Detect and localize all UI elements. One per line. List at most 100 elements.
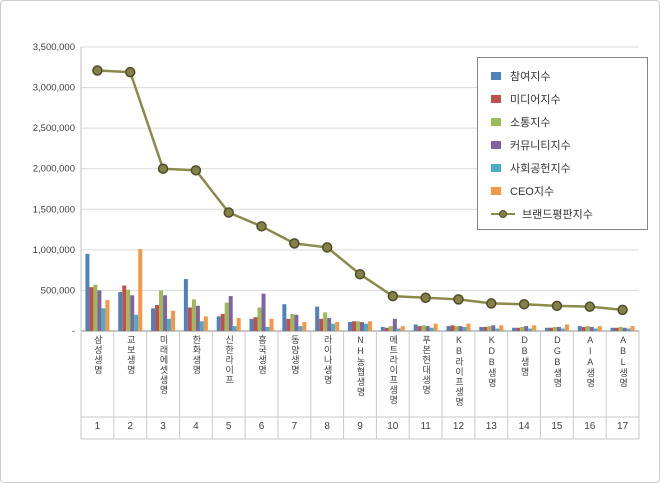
bar [257,307,262,331]
social-contribution-index-swatch [491,163,501,172]
bar [171,310,176,331]
category-label: 교보생명 [125,335,136,375]
bar [425,326,430,331]
bar [528,328,533,331]
y-axis-label: 3,500,000 [33,42,75,53]
bar [356,321,360,331]
legend-label: 커뮤니티지수 [510,139,571,152]
bar [97,290,102,331]
rank-label: 5 [225,421,232,432]
line-marker [551,300,563,312]
bar [232,326,237,331]
bar [191,299,196,331]
bar [483,326,488,331]
bar [400,326,405,331]
bar [368,321,372,331]
bar [614,327,619,331]
bar [122,285,127,331]
bar [286,318,291,331]
bar [216,316,221,331]
bar [249,318,254,331]
legend-item-0: 참여지수 [478,64,647,87]
bar [626,328,631,331]
bar [352,321,356,331]
y-axis-label: 1,000,000 [33,245,75,256]
bar [392,318,397,331]
bar [159,290,164,331]
bar [85,253,90,331]
bar [261,293,266,331]
bar [396,328,401,331]
legend-label: 사회공헌지수 [510,162,571,175]
category-label: KDB생명 [486,335,497,388]
bar [195,305,200,331]
bar [462,326,467,331]
bar [130,295,135,331]
bar [495,328,500,331]
rank-label: 1 [94,421,101,432]
bar [228,296,233,331]
legend-label: 소통지수 [510,116,551,129]
bar [105,300,110,331]
rank-label: 10 [387,421,399,432]
bar [220,313,225,331]
bar [282,304,287,331]
chart-legend: 참여지수 미디어지수 소통지수 커뮤니티지수 사회공헌지수 CEO지수 브 [477,57,648,230]
bar [556,326,561,331]
bar [466,323,471,331]
rank-label: 16 [584,421,596,432]
line-marker [124,66,136,78]
line-marker [157,163,169,174]
bar [520,326,525,331]
bar [269,318,274,331]
category-label: 동양생명 [289,335,300,375]
bar [384,327,389,331]
bar [302,322,307,331]
category-label: DB생명 [519,335,530,377]
bar [151,308,156,331]
bar [577,326,582,331]
line-marker [617,304,628,316]
y-axis-label: 3,000,000 [33,83,75,94]
bar [294,314,299,331]
line-marker [190,165,202,176]
legend-item-2: 소통지수 [478,110,647,133]
media-index-swatch [491,94,501,103]
rank-label: 9 [357,421,363,432]
category-label: 삼성생명 [92,335,103,375]
rank-label: 3 [160,421,166,432]
bar [360,322,364,331]
bar [364,323,368,331]
communication-index-swatch [491,117,501,126]
legend-item-5: CEO지수 [478,179,647,202]
category-label: 흥국생명 [257,335,268,375]
bar [290,313,295,331]
rank-label: 6 [258,421,265,432]
bar [454,326,459,331]
bar [487,326,492,331]
category-label: KB라이프생명 [453,335,464,407]
bar [265,326,270,331]
rank-label: 8 [324,421,330,432]
y-axis-label: 2,500,000 [33,123,75,134]
bar [560,328,565,331]
bar [199,321,204,331]
category-label: ABL생명 [618,335,629,388]
legend-label: CEO지수 [510,185,555,198]
bar [253,317,258,331]
bar [323,312,328,331]
legend-item-4: 사회공헌지수 [478,156,647,179]
category-label: DGB생명 [552,335,563,388]
category-label: 메트라이프생명 [388,335,399,405]
rank-label: 12 [452,421,465,432]
rank-label: 17 [617,421,629,432]
bar [335,322,340,331]
bar [618,326,623,331]
bar [499,325,504,331]
line-marker [486,298,497,309]
y-axis-label: 1,500,000 [33,204,75,215]
bar [315,306,320,331]
legend-label: 브랜드평판지수 [522,208,593,221]
y-axis-label: 2,000,000 [33,164,75,175]
line-marker [387,290,399,302]
